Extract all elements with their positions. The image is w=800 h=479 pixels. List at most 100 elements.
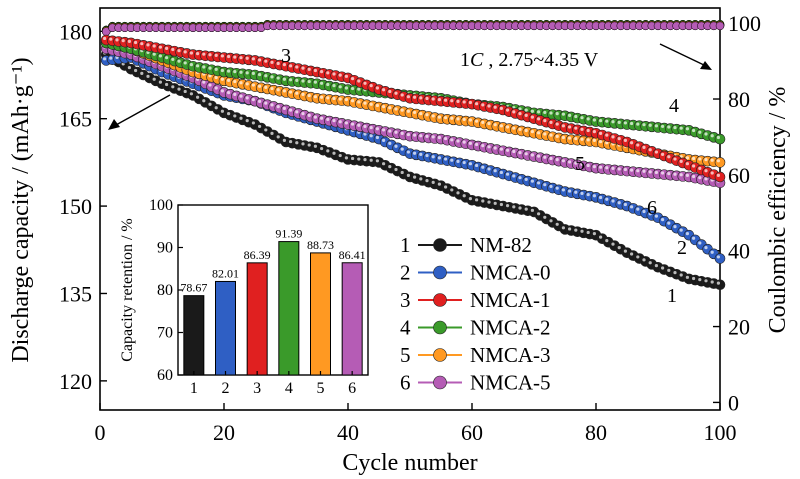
data-point-highlight [710,171,714,175]
data-point-highlight [140,42,144,46]
data-point-highlight [673,157,677,161]
data-point-highlight [530,208,535,212]
data-point-highlight [282,77,286,81]
data-point-highlight [636,207,640,211]
data-point-highlight [710,158,714,162]
data-point-highlight [716,135,721,140]
data-point-highlight [561,135,566,140]
data-point-highlight [524,128,528,133]
data-point-highlight [115,38,119,42]
data-point-highlight [264,59,268,63]
data-point-highlight [270,60,274,64]
data-point-highlight [202,80,206,84]
data-point-highlight [456,117,460,121]
y-right-tick-label: 0 [728,390,739,415]
data-point-highlight [251,121,255,125]
data-point-highlight [661,218,665,222]
data-point-highlight [716,281,721,285]
data-point-highlight [307,143,311,147]
data-point-highlight [338,85,342,89]
data-point-highlight [654,214,659,218]
data-point-highlight [301,92,305,96]
data-point-highlight [580,229,584,233]
data-point-highlight [648,170,652,174]
data-point-highlight [444,157,448,161]
data-point-highlight [382,138,386,142]
data-point-highlight [642,123,646,127]
data-point-highlight [320,70,324,74]
data-point-highlight [679,273,683,277]
data-point-highlight [704,246,708,250]
data-point-highlight [518,127,522,131]
data-point-highlight [661,124,665,129]
data-point-highlight [599,195,603,200]
legend-number: 6 [400,371,411,395]
data-point-highlight [698,278,702,282]
data-point-highlight [152,77,156,81]
data-point-highlight [673,225,677,229]
data-point-highlight [233,92,237,96]
data-point-highlight [400,170,404,175]
y-tick-label: 150 [59,194,92,219]
curve-number-4: 4 [669,95,679,117]
data-point-highlight [698,166,702,170]
data-point-highlight [716,255,721,259]
data-point-highlight [313,115,317,119]
data-point-highlight [289,64,293,68]
data-point-highlight [202,99,206,103]
data-point-highlight [375,127,379,131]
data-point-highlight [437,98,441,102]
data-point-highlight [450,158,454,162]
data-point-highlight [506,125,510,129]
data-point-highlight [313,95,317,99]
data-point-highlight [258,58,262,62]
data-point-highlight [462,160,466,165]
data-point-highlight [103,36,107,41]
curve-number-6: 6 [647,197,657,219]
data-point-highlight [400,131,404,136]
legend-number: 2 [400,261,411,285]
data-point-highlight [382,162,386,166]
data-point-highlight [382,88,386,92]
data-point-highlight [406,132,410,137]
data-point-highlight [481,103,485,107]
legend-label: NMCA-3 [470,343,551,367]
data-point-highlight [146,74,150,78]
data-point-highlight [530,109,535,113]
data-point [714,253,726,264]
data-point-highlight [661,171,665,175]
data-point-highlight [326,71,330,75]
data-point-highlight [245,96,249,100]
data-point-highlight [549,219,553,223]
data-point-highlight [245,118,249,123]
data-point-highlight [208,66,212,70]
data-point-highlight [264,74,268,78]
data-point-highlight [344,86,348,90]
data-point-highlight [134,40,138,45]
data-point-highlight [450,116,454,120]
data-point-highlight [617,246,621,250]
legend-number: 4 [400,316,411,340]
data-point-highlight [425,179,429,183]
data-point-highlight [506,172,510,176]
data-point-highlight [363,124,367,129]
data-point-highlight [648,123,652,127]
y-right-tick-label: 100 [728,11,761,36]
data-point-highlight [636,169,640,173]
data-point-highlight [716,159,721,163]
data-point-highlight [623,138,628,142]
data-point-highlight [127,39,131,43]
data-point-highlight [549,120,553,124]
data-point-highlight [363,158,367,162]
data-point-highlight [369,102,373,106]
data-point-highlight [561,159,566,163]
data-point-highlight [574,161,578,165]
data-point-highlight [245,71,249,75]
data-point-highlight [214,53,218,57]
data-point-highlight [487,145,491,149]
data-point-highlight [679,228,683,232]
data-point-highlight [332,96,336,101]
data-point-highlight [611,199,615,203]
data-point-highlight [456,139,460,143]
data-point-highlight [444,116,448,120]
